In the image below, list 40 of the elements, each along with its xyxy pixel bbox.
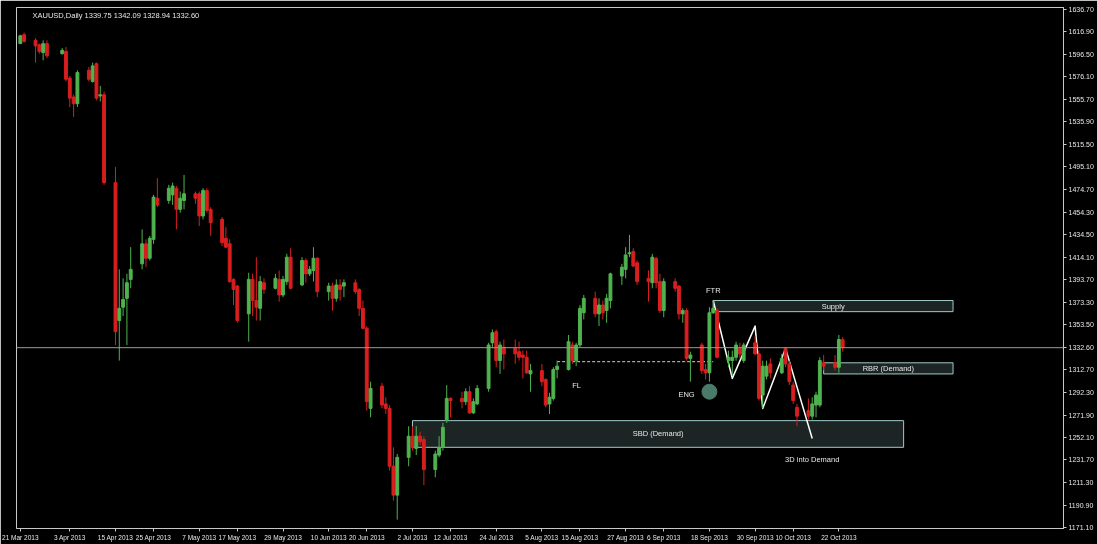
candlestick [262,277,266,295]
candlestick [768,357,773,379]
candlestick [448,396,453,418]
candlestick [460,391,464,409]
candlestick [144,238,148,268]
candlestick [342,278,346,298]
candlestick [646,270,651,303]
candlestick [182,174,186,210]
candlestick [806,397,811,421]
candlestick [513,338,518,365]
candlestick [117,268,122,362]
candlestick [334,278,339,303]
candlestick [498,341,502,375]
candlestick [528,363,533,393]
candlestick [444,384,449,424]
candlestick [414,425,419,456]
candlestick [406,425,411,467]
candlestick [410,425,415,452]
candlestick [524,350,529,375]
candlestick [166,184,171,205]
candlestick [170,182,175,206]
candlestick [303,257,308,284]
candlestick [600,300,605,320]
candlestick [277,270,282,303]
candlestick [791,381,796,405]
candlestick [833,354,837,372]
candlestick [140,228,145,270]
candlestick [795,403,799,427]
candlestick [520,350,525,379]
candlestick [597,297,601,327]
candlestick [779,353,784,375]
candlestick [338,278,343,302]
candlestick [688,351,693,383]
candlestick [593,291,598,318]
candlestick [155,177,160,208]
candlestick [810,396,815,421]
candlestick [197,191,202,227]
candlestick [368,381,373,418]
candlestick [174,185,179,230]
candlestick [501,338,506,370]
